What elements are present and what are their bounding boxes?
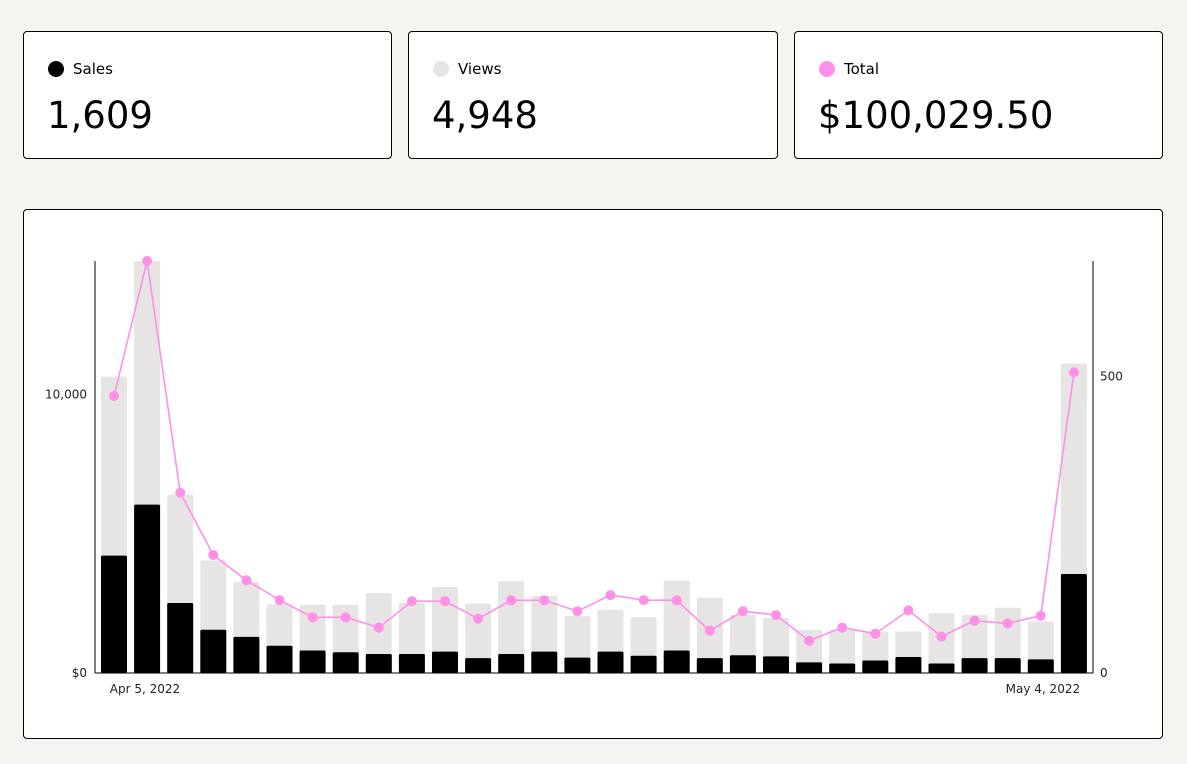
sales-bar [398,654,425,673]
sales-bar [1060,574,1087,673]
views-bar [432,587,458,673]
chart-canvas: $0 10,000 0 500 Apr 5, 2022 May 4, 2022 [45,256,1123,696]
sales-bar [101,555,127,673]
total-dot-icon [819,61,835,77]
sales-bar [432,651,458,673]
total-point [241,575,252,586]
x-end-label: May 4, 2022 [1006,682,1080,696]
total-point [307,612,318,623]
total-point [440,596,450,607]
total-point [1002,618,1013,629]
total-point [340,612,351,623]
views-bar [465,603,492,673]
total-point [1035,610,1046,621]
views-bar [928,613,955,673]
total-point [737,606,748,617]
sales-bar [233,636,260,673]
views-bar [663,580,690,673]
total-point [208,549,219,560]
views-legend: Views [433,60,501,78]
sales-bar [266,645,293,673]
sales-bar [597,651,624,673]
sales-bar [134,504,161,673]
views-bars [101,261,1087,673]
sales-bar [729,655,756,673]
total-label: Total [844,60,880,78]
right-tick-500: 500 [1100,370,1123,384]
total-legend: Total [819,60,879,78]
total-point [473,613,484,624]
sales-bar [994,658,1021,673]
sales-bar [167,603,194,673]
total-point [704,625,715,636]
total-point [936,631,947,642]
views-value: 4,948 [432,94,538,137]
sales-bar [299,650,326,673]
views-bar [796,629,823,673]
left-tick-0: $0 [72,666,87,680]
total-point [771,610,781,621]
views-bar [365,592,392,673]
total-point [572,606,583,617]
sales-bar [663,650,690,673]
sales-bar [564,657,591,673]
total-point [109,391,119,402]
x-start-label: Apr 5, 2022 [110,682,180,696]
total-point [969,615,980,626]
sales-bar [531,651,558,673]
sales-bar [332,652,359,673]
total-point [804,635,815,646]
total-point [903,605,914,616]
total-point [406,596,417,607]
left-tick-10000: 10,000 [45,388,87,402]
sales-bar [200,629,227,673]
total-point [142,256,153,266]
sales-bar [630,655,657,673]
total-point [1068,367,1079,378]
right-tick-0: 0 [1100,666,1108,680]
sales-bar [895,656,922,673]
sales-dot-icon [48,61,64,77]
sales-bars [101,504,1087,673]
views-card: Views 4,948 [408,31,778,159]
sales-bar [365,654,392,673]
sales-bar [961,658,988,673]
total-point [671,595,682,606]
total-series-line [113,260,1075,642]
chart-panel: $0 10,000 0 500 Apr 5, 2022 May 4, 2022 [23,209,1163,739]
sales-label: Sales [73,60,113,78]
total-point [638,595,649,606]
total-value: $100,029.50 [818,94,1054,137]
sales-bar [928,663,955,673]
sales-bar [1027,659,1054,673]
sales-bar [696,658,723,673]
views-dot-icon [433,61,449,77]
sales-bar [763,656,789,673]
sales-bar [829,663,856,673]
total-points [109,256,1079,646]
total-point [506,595,517,606]
views-bar [829,629,856,673]
total-point [539,595,550,606]
sales-bar [796,662,823,673]
total-point [373,622,384,633]
sales-bar [862,660,889,673]
total-point [274,595,285,606]
sales-bar [465,658,492,673]
total-point [837,622,848,633]
sales-card: Sales 1,609 [23,31,392,159]
total-point [870,628,881,639]
views-bar [994,607,1021,673]
sales-bar [498,654,525,673]
views-label: Views [458,60,502,78]
total-point [605,590,616,601]
total-card: Total $100,029.50 [794,31,1163,159]
total-point [175,487,186,498]
sales-legend: Sales [48,60,113,78]
sales-value: 1,609 [47,94,153,137]
